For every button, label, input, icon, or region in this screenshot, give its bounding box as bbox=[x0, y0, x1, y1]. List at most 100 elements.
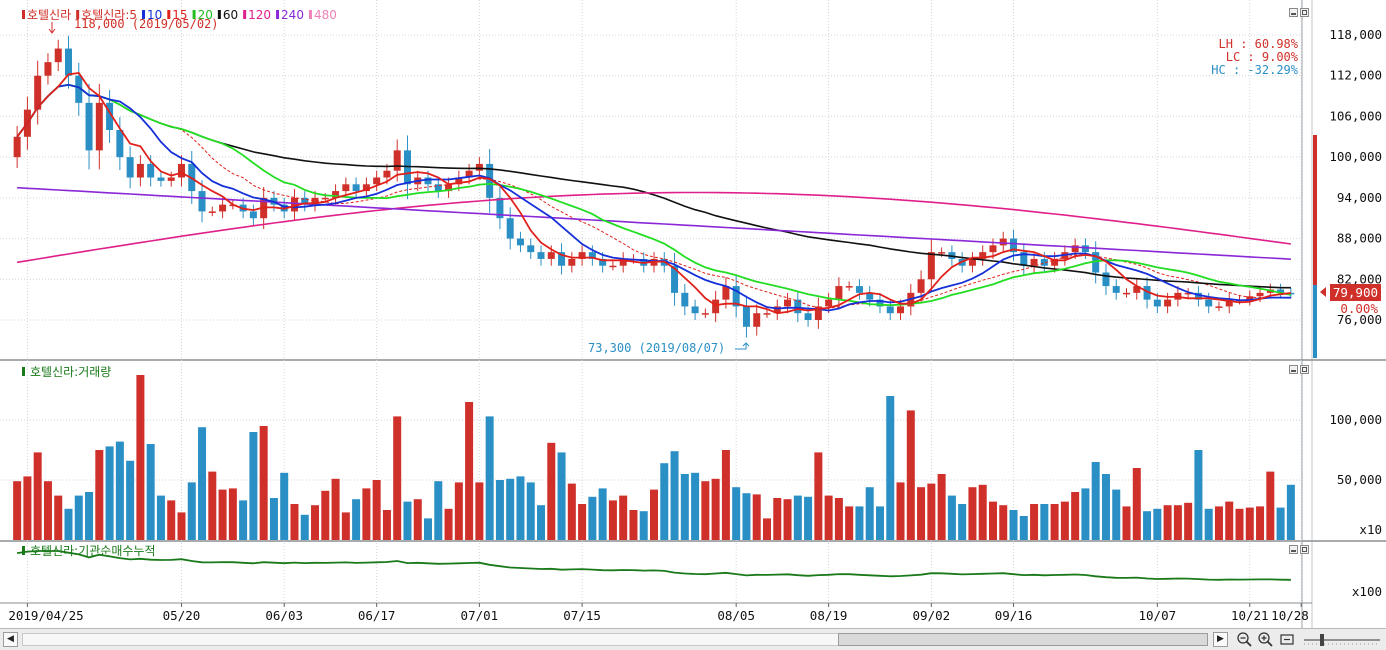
volume-bar bbox=[917, 487, 926, 540]
candle-body bbox=[167, 177, 175, 181]
scroll-left-button[interactable]: ◀ bbox=[3, 632, 18, 647]
x-tick-label: 09/16 bbox=[995, 608, 1033, 623]
candle-body bbox=[362, 184, 370, 192]
volume-pane-maximize-button[interactable] bbox=[1300, 365, 1309, 374]
price-pane-maximize-button[interactable] bbox=[1300, 8, 1309, 17]
volume-bar bbox=[670, 451, 679, 540]
flow-legend[interactable]: 호텔신라:기관순매수누적 bbox=[30, 544, 155, 558]
candle-body bbox=[516, 238, 524, 246]
candle bbox=[999, 231, 1007, 253]
candle-body bbox=[845, 286, 853, 288]
candle bbox=[1133, 279, 1141, 300]
volume-bar bbox=[824, 495, 833, 540]
legend-swatch bbox=[167, 10, 171, 19]
current-price: 79,900 bbox=[1333, 285, 1378, 300]
volume-bar bbox=[311, 505, 320, 540]
candle bbox=[1112, 279, 1120, 300]
volume-bar bbox=[362, 488, 371, 540]
volume-bar bbox=[1286, 484, 1295, 540]
legends: 호텔신라 호텔신라:5 10 15 20 60 120 240 480 호텔신라:거래량호텔신라:… bbox=[22, 8, 337, 558]
candle-body bbox=[177, 163, 185, 178]
volume-unit-label: x10 bbox=[1359, 522, 1382, 537]
candle-body bbox=[897, 306, 905, 314]
legend-item[interactable]: 호텔신라:5 bbox=[81, 8, 137, 22]
candle bbox=[773, 299, 781, 320]
candle bbox=[927, 239, 935, 293]
price-tick-label: 82,000 bbox=[1337, 271, 1382, 286]
stat-line: HC : -32.29% bbox=[1211, 63, 1298, 77]
volume-bar bbox=[321, 490, 330, 540]
volume-bar bbox=[444, 508, 453, 540]
volume-bar bbox=[1245, 507, 1254, 540]
candle bbox=[136, 155, 144, 187]
candle-body bbox=[773, 306, 781, 314]
candle-body bbox=[486, 163, 494, 198]
legend-item[interactable]: 호텔신라 bbox=[27, 8, 71, 22]
flow-pane-maximize-button[interactable] bbox=[1300, 545, 1309, 554]
volume-bar bbox=[1194, 450, 1203, 540]
candle bbox=[311, 191, 319, 212]
legend-item[interactable]: 15 bbox=[172, 8, 187, 22]
volume-legend[interactable]: 호텔신라:거래량 bbox=[30, 365, 111, 379]
volume-bar bbox=[1019, 516, 1028, 540]
candle-body bbox=[835, 286, 843, 300]
legend-item[interactable]: 480 bbox=[314, 8, 337, 22]
x-tick-label: 2019/04/25 bbox=[8, 608, 83, 623]
x-tick-label: 08/19 bbox=[810, 608, 848, 623]
candle-body bbox=[506, 218, 514, 239]
volume-bar bbox=[845, 506, 854, 540]
legend-item[interactable]: 60 bbox=[223, 8, 238, 22]
zoom-in-icon[interactable] bbox=[1257, 631, 1274, 648]
candle bbox=[167, 171, 175, 187]
volume-bar bbox=[619, 495, 628, 540]
candle-body bbox=[681, 292, 689, 307]
price-tick-label: 100,000 bbox=[1329, 149, 1382, 164]
candle bbox=[1143, 277, 1151, 309]
volume-bar bbox=[95, 450, 104, 540]
volume-bar bbox=[516, 476, 525, 540]
volume-bar bbox=[218, 489, 227, 540]
scroll-right-button[interactable]: ▶ bbox=[1213, 632, 1228, 647]
candle bbox=[373, 170, 381, 192]
candle bbox=[198, 180, 206, 223]
volume-pane-minimize-button[interactable] bbox=[1289, 365, 1298, 374]
candle bbox=[445, 177, 453, 198]
candle bbox=[712, 290, 720, 323]
candle-body bbox=[588, 252, 596, 259]
candle bbox=[13, 125, 21, 168]
candle-body bbox=[784, 299, 792, 307]
candle bbox=[1246, 290, 1254, 306]
legend-item[interactable]: 120 bbox=[248, 8, 271, 22]
scroll-thumb[interactable] bbox=[838, 633, 1208, 646]
candle-body bbox=[537, 252, 545, 259]
volume-bar bbox=[608, 500, 617, 540]
legend-swatch bbox=[22, 367, 25, 376]
candle-body bbox=[496, 197, 504, 219]
candle-body bbox=[1123, 292, 1131, 295]
volume-bar bbox=[208, 471, 217, 540]
zoom-slider-handle[interactable] bbox=[1320, 634, 1324, 646]
axis-labels: 118,000 112,000 106,000 100,000 94,000 88,000… bbox=[8, 27, 1382, 623]
candle bbox=[219, 197, 227, 219]
x-tick-label: 10/21 bbox=[1231, 608, 1269, 623]
flow-pane-minimize-button[interactable] bbox=[1289, 545, 1298, 554]
volume-bar bbox=[947, 495, 956, 540]
zoom-out-icon[interactable] bbox=[1236, 631, 1253, 648]
zoom-slider[interactable] bbox=[1302, 631, 1382, 649]
legend-swatch bbox=[22, 10, 25, 19]
ma20-line bbox=[16, 83, 1292, 307]
candle bbox=[64, 35, 72, 89]
stat-line: LH : 60.98% bbox=[1219, 37, 1299, 51]
candle bbox=[794, 290, 802, 323]
legend-item[interactable]: 20 bbox=[198, 8, 213, 22]
legend-item[interactable]: 10 bbox=[147, 8, 162, 22]
legend-swatch bbox=[308, 10, 312, 19]
candle-body bbox=[373, 177, 381, 185]
price-pane-minimize-button[interactable] bbox=[1289, 8, 1298, 17]
price-tick-label: 112,000 bbox=[1329, 68, 1382, 83]
horizontal-scrollbar[interactable]: ◀ ▶ bbox=[0, 628, 1386, 650]
candle-body bbox=[1246, 296, 1254, 300]
candle-body bbox=[876, 299, 884, 307]
legend-item[interactable]: 240 bbox=[281, 8, 304, 22]
reset-zoom-icon[interactable] bbox=[1279, 631, 1297, 648]
